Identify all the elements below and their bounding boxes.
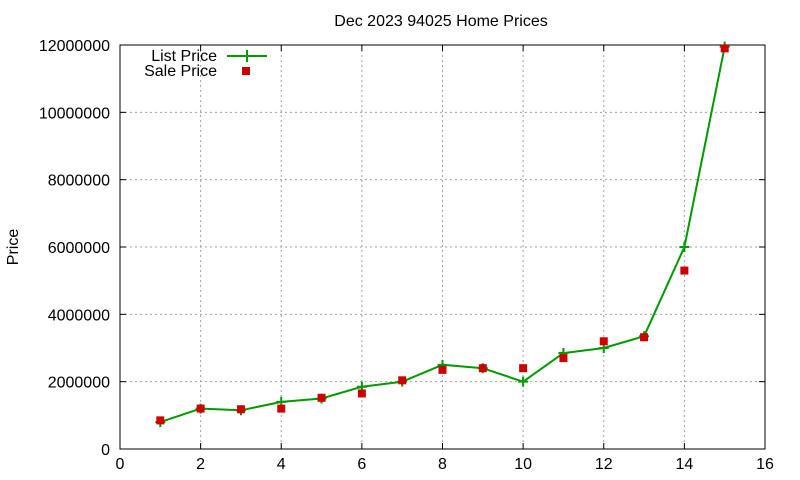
sale-price-point: [559, 354, 568, 363]
sale-price-point: [720, 44, 729, 53]
x-tick-label: 2: [196, 456, 205, 473]
y-tick-label: 6000000: [48, 240, 110, 257]
list-price-point: [679, 242, 690, 252]
y-axis-label: Price: [5, 229, 22, 266]
legend-label-sale-price: Sale Price: [144, 63, 217, 80]
sale-price-point: [599, 337, 608, 346]
sale-price-point: [196, 404, 205, 413]
sale-price-point: [478, 364, 487, 373]
x-tick-label: 4: [277, 456, 286, 473]
sale-price-point: [519, 364, 528, 373]
legend-label-list-price: List Price: [151, 48, 217, 65]
x-tick-label: 12: [595, 456, 613, 473]
sale-price-point: [156, 416, 165, 425]
sale-price-point: [398, 376, 407, 385]
legend-plus-marker-list-price: [241, 50, 253, 62]
x-tick-label: 14: [675, 456, 693, 473]
chart-title: Dec 2023 94025 Home Prices: [334, 13, 547, 30]
y-tick-label: 10000000: [39, 105, 110, 122]
sale-price-point: [317, 393, 326, 402]
sale-price-point: [236, 405, 245, 414]
x-tick-label: 16: [756, 456, 774, 473]
sale-price-point: [640, 333, 649, 342]
sale-price-point: [438, 365, 447, 374]
sale-price-point: [680, 266, 689, 275]
y-axis-ticks: 0 2000000 4000000 6000000 8000000 10000000 120…: [39, 38, 765, 459]
y-tick-label: 8000000: [48, 173, 110, 190]
x-tick-label: 8: [438, 456, 447, 473]
legend: List Price Sale Price: [144, 48, 267, 80]
y-tick-label: 4000000: [48, 307, 110, 324]
x-tick-label: 6: [357, 456, 366, 473]
x-axis-ticks: 0 2 4 6 8 10 12 14 16: [116, 45, 774, 473]
list-price-point: [518, 376, 529, 387]
y-tick-label: 2000000: [48, 375, 110, 392]
y-tick-label: 12000000: [39, 38, 110, 55]
legend-square-marker-sale-price: [242, 67, 250, 75]
x-tick-label: 10: [514, 456, 532, 473]
sale-price-point: [277, 404, 286, 413]
sale-price-point: [357, 389, 366, 398]
series: [155, 41, 730, 428]
y-tick-label: 0: [101, 442, 110, 459]
x-tick-label: 0: [116, 456, 125, 473]
